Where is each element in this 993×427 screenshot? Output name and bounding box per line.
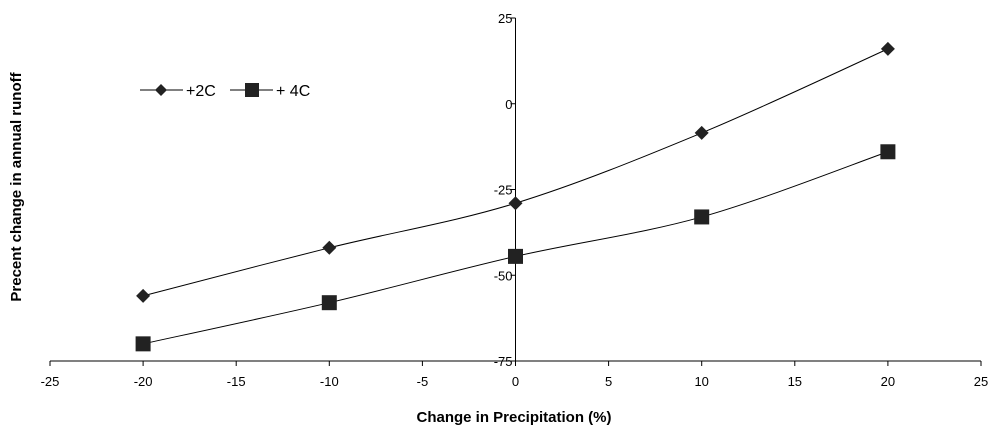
x-tick-label: -10 bbox=[320, 374, 339, 389]
data-point-2c bbox=[508, 196, 523, 211]
x-tick-label: 15 bbox=[788, 374, 802, 389]
data-point-4c bbox=[694, 209, 710, 225]
legend-label-2c: +2C bbox=[186, 83, 216, 100]
data-point-2c bbox=[322, 240, 337, 255]
data-point-4c bbox=[135, 336, 151, 352]
x-tick-label: -5 bbox=[417, 374, 429, 389]
legend: +2C + 4C bbox=[140, 83, 310, 100]
series-markers bbox=[135, 41, 896, 352]
legend-marker-4c bbox=[245, 83, 259, 97]
x-tick-label: -15 bbox=[227, 374, 246, 389]
y-tick-label: 25 bbox=[498, 11, 512, 26]
data-point-2c bbox=[880, 41, 895, 56]
y-tick-label: -75 bbox=[494, 354, 513, 369]
x-tick-label: 0 bbox=[512, 374, 519, 389]
x-tick-label: -25 bbox=[41, 374, 60, 389]
x-tick-label: 5 bbox=[605, 374, 612, 389]
y-ticks: 25 0 -25 -50 -75 bbox=[494, 11, 516, 369]
x-tick-label: 25 bbox=[974, 374, 988, 389]
legend-label-4c: + 4C bbox=[276, 83, 310, 100]
data-point-4c bbox=[508, 248, 523, 264]
data-point-2c bbox=[136, 288, 151, 303]
y-tick-label: -50 bbox=[494, 268, 513, 283]
x-ticks: -25 -20 -15 -10 -5 0 5 10 15 20 25 bbox=[41, 361, 988, 389]
legend-marker-2c bbox=[155, 84, 167, 96]
y-tick-label: -25 bbox=[494, 183, 513, 198]
data-point-4c bbox=[880, 144, 896, 160]
y-axis-title: Precent change in annual runoff bbox=[8, 71, 25, 301]
x-tick-label: 20 bbox=[881, 374, 895, 389]
data-point-4c bbox=[321, 295, 337, 311]
y-tick-label: 0 bbox=[505, 97, 512, 112]
x-tick-label: 10 bbox=[694, 374, 708, 389]
data-point-2c bbox=[694, 125, 709, 140]
x-tick-label: -20 bbox=[134, 374, 153, 389]
x-axis-title: Change in Precipitation (%) bbox=[416, 409, 611, 426]
